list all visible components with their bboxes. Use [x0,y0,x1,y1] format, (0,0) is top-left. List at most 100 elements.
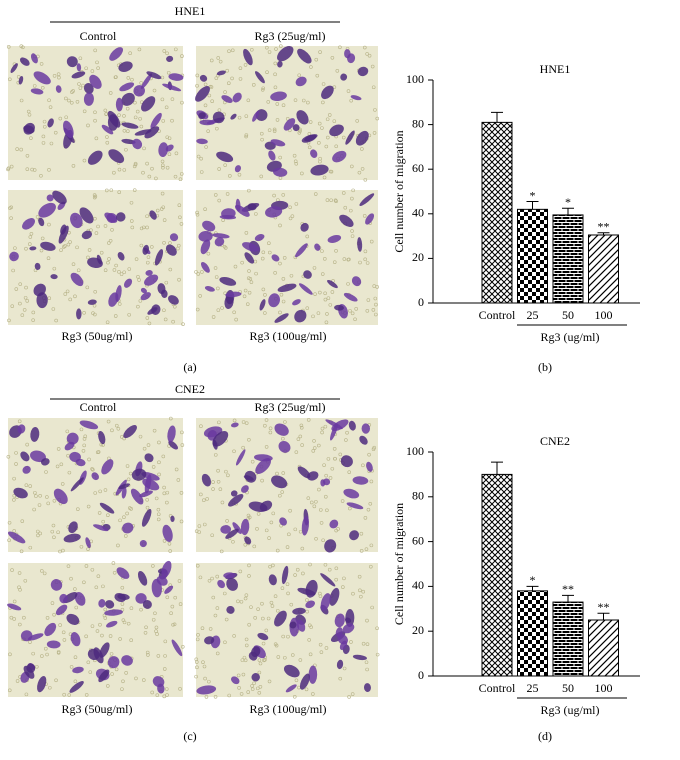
pore [199,424,203,429]
cell [198,231,213,242]
pore [75,245,79,250]
cell [234,165,242,173]
pore [290,214,295,218]
cell [83,83,94,94]
pore [67,470,72,475]
pore [321,538,325,543]
panel-title: HNE1 [175,4,206,18]
pore [156,507,161,512]
pore [105,320,110,325]
cell [300,222,309,232]
pore [257,670,262,675]
pore [176,478,181,482]
cell [271,475,288,489]
micrograph [6,44,185,182]
pore [54,678,58,683]
pore [286,634,290,639]
pore [306,496,311,500]
pore [311,692,315,696]
y-tick-label: 80 [412,489,424,503]
pore [47,98,51,103]
cell [332,150,347,163]
pore [40,236,45,241]
cell [247,203,257,211]
cell [347,53,356,64]
pore [367,452,371,457]
pore [142,146,146,151]
panel-label: (d) [538,729,552,743]
pore [226,473,230,478]
cell [274,423,289,436]
pore [363,257,368,262]
cell [289,621,297,629]
pore [194,657,199,662]
pore [285,117,290,121]
pore [351,591,355,596]
pore [23,578,28,583]
pore [81,83,85,88]
cell [254,234,265,242]
pore [343,205,348,210]
pore [166,70,171,75]
pore [106,419,111,424]
pore [280,586,285,590]
pore [167,541,172,546]
cell [74,591,86,606]
pore [288,205,292,210]
pore [7,688,12,693]
pore [28,235,33,239]
pore [373,108,377,112]
cell [68,521,78,534]
pore [194,529,199,533]
pore [370,605,374,610]
pore [112,268,117,272]
cell [17,424,26,434]
pore [323,297,328,302]
pore [267,679,272,684]
pore [57,75,61,80]
cell [334,613,345,628]
pore [338,676,343,681]
pore [319,650,324,654]
pore [81,449,86,453]
pore [41,141,46,145]
pore [362,214,367,218]
pore [179,491,184,495]
pore [260,478,264,483]
cell [134,129,152,136]
cell [292,607,306,615]
pore [180,100,184,105]
pore [63,292,68,296]
pore [226,81,231,86]
cell [59,593,68,604]
pore [301,98,306,103]
pore [65,429,70,434]
pore [98,622,102,627]
cell [204,636,215,645]
pore [24,483,29,488]
pore [162,240,166,245]
pore [271,511,276,516]
pore [56,72,61,77]
pore [14,451,18,455]
pore [215,651,220,656]
pore [195,665,199,670]
pore [127,267,132,271]
pore [202,498,206,503]
pore [312,266,317,270]
x-tick-label: Control [479,308,516,322]
pore [180,443,185,447]
pore [260,87,265,92]
pore [365,642,370,646]
pore [246,98,251,103]
pore [70,90,74,94]
pore [195,307,200,312]
pore [86,255,90,260]
pore [263,658,267,662]
pore [101,519,105,524]
significance: * [530,188,536,202]
pore [37,503,42,507]
pore [278,155,282,160]
pore [41,134,46,139]
pore [366,298,371,302]
